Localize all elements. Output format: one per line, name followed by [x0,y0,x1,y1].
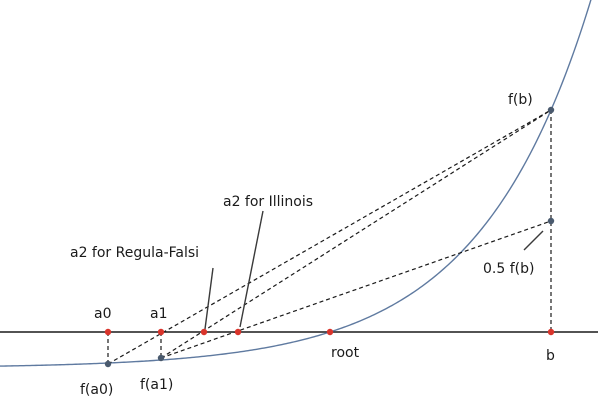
point-fa0 [104,360,112,368]
label-a2-regula-falsi: a2 for Regula-Falsi [70,245,199,261]
secant-fa1-fb [160,109,552,359]
label-b: b [546,348,555,364]
secant-fa0-fb [107,109,552,365]
function-curve [0,0,592,367]
pointer-regula-falsi [204,267,214,330]
pointer-illinois [239,210,264,328]
point-fa1 [157,354,165,362]
label-half-fb: 0.5 f(b) [483,261,534,277]
point-a2-illinois [234,328,242,336]
label-fa0: f(a0) [80,382,113,398]
point-a1 [157,328,165,336]
point-fb [547,106,555,114]
label-root: root [331,345,360,361]
label-a0: a0 [94,306,112,322]
pointer-half-fb [523,230,544,251]
point-a2-regula-falsi [200,328,208,336]
label-a2-illinois: a2 for Illinois [223,194,313,210]
point-half-fb [547,217,555,225]
label-a1: a1 [150,306,168,322]
point-b [547,328,555,336]
secant-fa1-half-fb [160,220,552,359]
point-root [326,328,334,336]
point-a0 [104,328,112,336]
label-fb: f(b) [508,92,533,108]
label-fa1: f(a1) [140,377,173,393]
